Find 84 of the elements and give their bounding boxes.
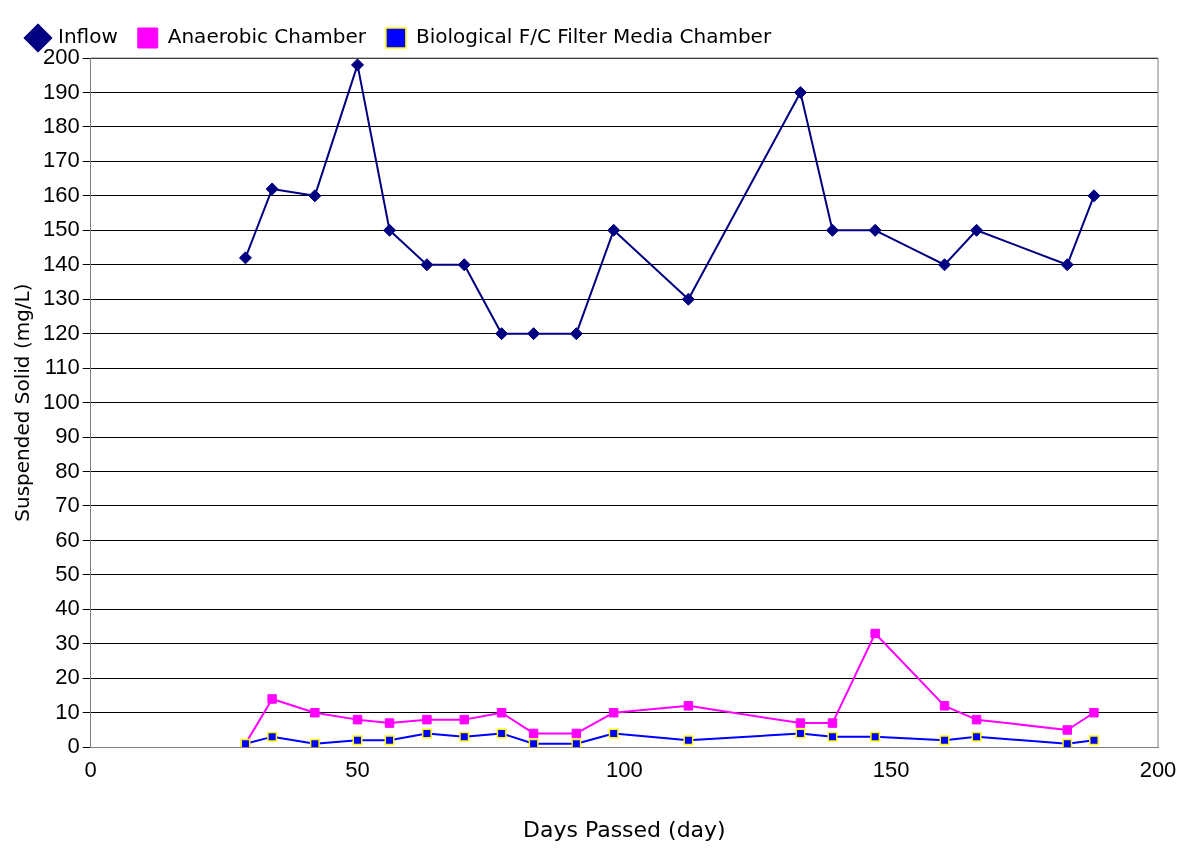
- x-tick-label: 100: [605, 757, 643, 783]
- point: [793, 85, 807, 99]
- point: [528, 728, 539, 739]
- point: [422, 714, 432, 725]
- point: [681, 292, 695, 306]
- y-tick-label: 90: [55, 423, 80, 449]
- y-tick-label: 30: [55, 629, 80, 655]
- point: [1087, 189, 1101, 203]
- y-tick-label: 20: [55, 664, 80, 690]
- point: [459, 714, 469, 725]
- y-tick-label: 190: [42, 78, 80, 104]
- y-tick-label: 110: [44, 354, 80, 380]
- point: [352, 735, 363, 746]
- y-tick-label: 50: [55, 560, 80, 586]
- point: [608, 708, 619, 718]
- y-tick-label: 40: [55, 595, 80, 621]
- point: [571, 728, 582, 739]
- point: [384, 735, 395, 746]
- legend-label: Anaerobic Chamber: [167, 24, 367, 49]
- point: [827, 731, 838, 742]
- x-tick-label: 150: [872, 757, 910, 783]
- y-tick-label: 70: [55, 492, 80, 518]
- y-tick-label: 80: [55, 457, 80, 483]
- y-tick-label: 100: [42, 388, 80, 414]
- y-tick-label: 150: [42, 216, 80, 242]
- point: [421, 728, 432, 739]
- x-tick-label: 50: [345, 757, 370, 783]
- point: [1062, 738, 1073, 748]
- point: [1062, 725, 1073, 735]
- point: [495, 327, 509, 341]
- point: [265, 182, 279, 196]
- y-tick-label: 140: [42, 250, 80, 276]
- point: [870, 731, 881, 742]
- point: [267, 694, 277, 704]
- point: [457, 258, 471, 272]
- point: [267, 731, 278, 742]
- point: [825, 223, 839, 237]
- y-axis-title: Suspended Solid (mg/L): [10, 283, 35, 522]
- y-tick-label: 130: [42, 285, 80, 311]
- point: [1060, 258, 1074, 272]
- point: [938, 258, 952, 272]
- point: [238, 251, 252, 265]
- point: [496, 728, 507, 739]
- y-tick-label: 0: [67, 733, 80, 759]
- point: [939, 735, 950, 746]
- point: [1089, 708, 1099, 718]
- point: [383, 223, 397, 237]
- y-tick-label: 180: [42, 112, 80, 138]
- point: [569, 327, 583, 341]
- point: [795, 728, 806, 739]
- y-tick-label: 160: [42, 181, 80, 207]
- point: [352, 714, 363, 725]
- point: [868, 223, 882, 237]
- y-tick-label: 120: [42, 319, 80, 345]
- point: [683, 735, 694, 746]
- point: [420, 258, 434, 272]
- point: [496, 708, 507, 718]
- point: [683, 701, 694, 711]
- point: [970, 223, 984, 237]
- point: [607, 223, 621, 237]
- point: [971, 731, 982, 742]
- legend-label: Biological F/C Filter Media Chamber: [415, 24, 772, 49]
- point: [571, 738, 582, 748]
- point: [527, 327, 541, 341]
- x-tick-label: 200: [1139, 757, 1177, 783]
- point: [309, 738, 320, 748]
- point: [310, 708, 320, 718]
- point: [384, 718, 395, 728]
- x-axis-title: Days Passed (day): [522, 816, 726, 842]
- point: [827, 718, 838, 728]
- point: [528, 738, 539, 748]
- point: [351, 58, 365, 72]
- y-tick-label: 170: [42, 147, 80, 173]
- point: [939, 701, 950, 711]
- x-tick-label: 0: [84, 757, 97, 783]
- y-tick-label: 60: [55, 526, 80, 552]
- y-tick-label: 10: [55, 698, 80, 724]
- point: [459, 731, 470, 742]
- point: [795, 718, 806, 728]
- point: [1088, 735, 1099, 746]
- point: [870, 628, 880, 639]
- point: [308, 189, 322, 203]
- point: [971, 714, 982, 725]
- point: [608, 728, 619, 739]
